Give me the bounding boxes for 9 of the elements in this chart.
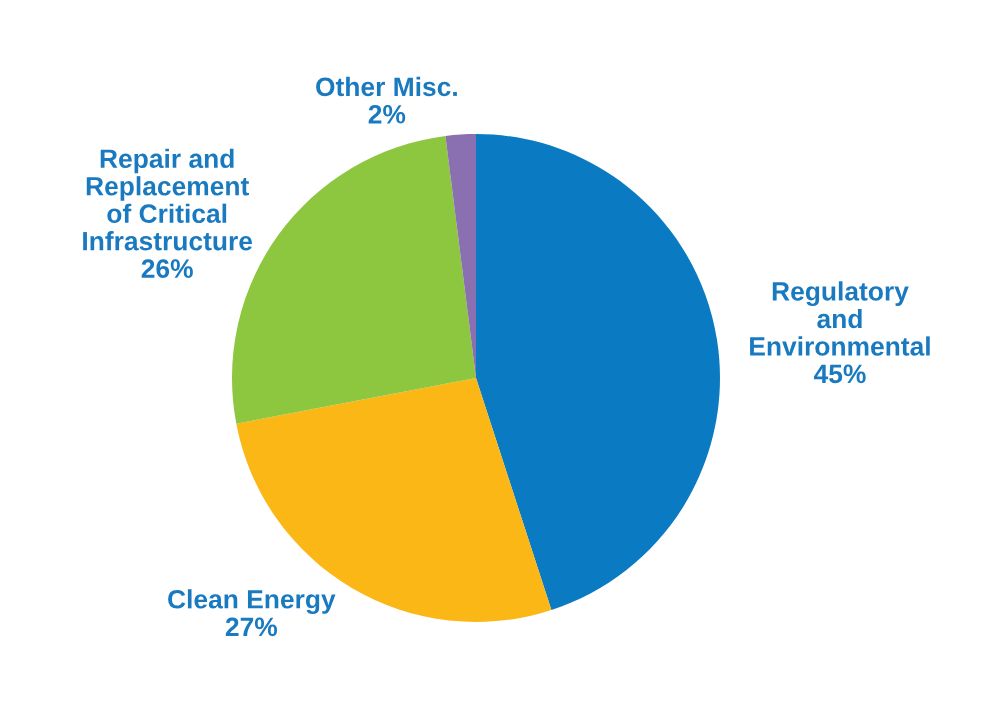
data-label: 2% [368,104,406,124]
slice-label: Regulatory and Environmental [750,281,930,356]
data-label: 27% [225,617,278,637]
slice-label: Other Misc. [316,76,457,97]
data-label: 45% [813,364,866,384]
data-label: 26% [141,259,193,278]
pie-slice [476,134,720,611]
slice-label: Clean Energy [168,589,336,614]
slice-label: Repair and Replacement of Critical Infrastructure [83,148,253,251]
